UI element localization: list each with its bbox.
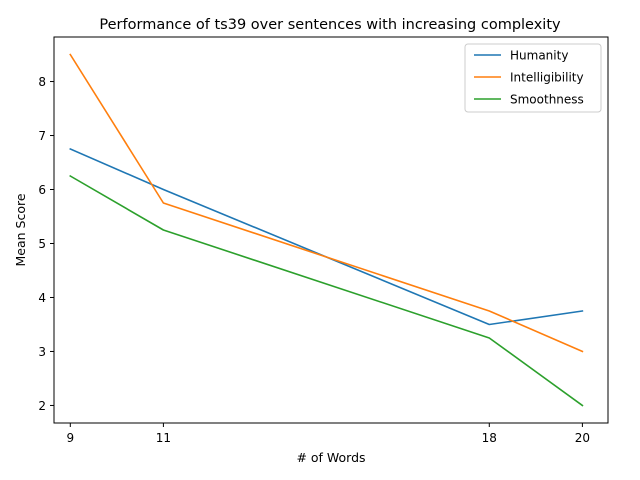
x-tick-label: 11	[156, 431, 171, 445]
x-tick-label: 9	[66, 431, 74, 445]
y-axis-label: Mean Score	[13, 193, 28, 266]
legend-box	[464, 43, 602, 113]
series-line-intelligibility	[69, 53, 584, 353]
x-tick-label: 20	[575, 431, 590, 445]
x-axis-ticks: 9 11 18 20	[66, 423, 590, 445]
chart-title: Performance of ts39 over sentences with …	[99, 17, 561, 33]
x-axis-label: # of Words	[296, 450, 365, 465]
series-line-humanity	[69, 147, 584, 326]
legend-label-humanity: Humanity	[510, 48, 568, 62]
legend: Humanity Intelligibility Smoothness	[464, 43, 602, 113]
y-tick-label: 2	[38, 399, 46, 413]
series-line-smoothness	[69, 174, 584, 407]
y-tick-label: 8	[38, 75, 46, 89]
x-tick-label: 18	[482, 431, 497, 445]
plot-lines	[69, 53, 584, 407]
y-tick-label: 7	[38, 129, 46, 143]
y-axis-ticks: 2 3 4 5 6 7 8	[38, 75, 54, 413]
plot-frame	[53, 36, 609, 424]
legend-label-intelligibility: Intelligibility	[510, 70, 584, 84]
legend-label-smoothness: Smoothness	[510, 92, 584, 106]
y-tick-label: 3	[38, 345, 46, 359]
y-tick-label: 6	[38, 183, 46, 197]
y-tick-label: 5	[38, 237, 46, 251]
y-tick-label: 4	[38, 291, 46, 305]
